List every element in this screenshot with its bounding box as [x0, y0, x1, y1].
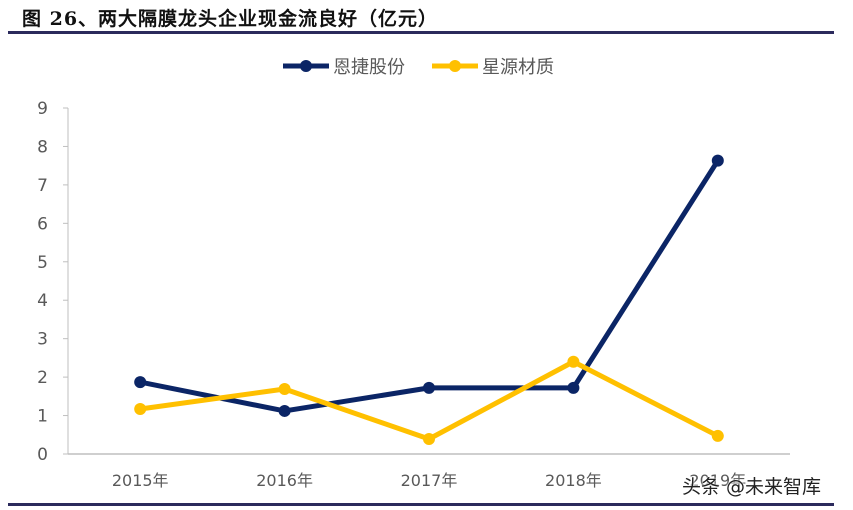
data-point [711, 154, 724, 167]
data-point [278, 404, 291, 417]
legend-label-2: 星源材质 [482, 57, 554, 78]
data-point [134, 403, 147, 416]
y-tick-label: 7 [37, 176, 48, 196]
watermark: 头条 @未来智库 [682, 476, 822, 498]
x-tick-label: 2019年 [689, 471, 746, 490]
data-point [567, 355, 580, 368]
y-tick-label: 0 [37, 445, 48, 465]
y-tick-label: 8 [37, 137, 48, 157]
data-point [567, 381, 580, 394]
data-point [423, 433, 435, 446]
x-tick-label: 2016年 [256, 471, 313, 490]
y-tick-label: 1 [37, 407, 48, 427]
y-tick-label: 5 [37, 253, 48, 273]
legend-marker [300, 60, 312, 72]
data-point [423, 381, 435, 394]
x-tick-label: 2018年 [545, 471, 602, 490]
y-tick-label: 9 [37, 99, 48, 119]
y-tick-label: 2 [37, 368, 48, 388]
bottom-divider [8, 503, 834, 506]
top-divider [8, 31, 834, 34]
x-tick-label: 2017年 [401, 471, 458, 490]
data-point [711, 429, 724, 442]
legend-label-1: 恩捷股份 [333, 57, 405, 78]
x-tick-label: 2015年 [112, 471, 169, 490]
data-point [278, 383, 291, 396]
series-line-1 [139, 159, 720, 414]
page-title: 图 26、两大隔膜龙头企业现金流良好（亿元） [22, 8, 439, 30]
data-point [134, 376, 147, 389]
legend-marker [449, 60, 461, 72]
y-tick-label: 4 [37, 291, 48, 311]
y-tick-label: 3 [37, 330, 48, 350]
y-tick-label: 6 [37, 214, 48, 234]
